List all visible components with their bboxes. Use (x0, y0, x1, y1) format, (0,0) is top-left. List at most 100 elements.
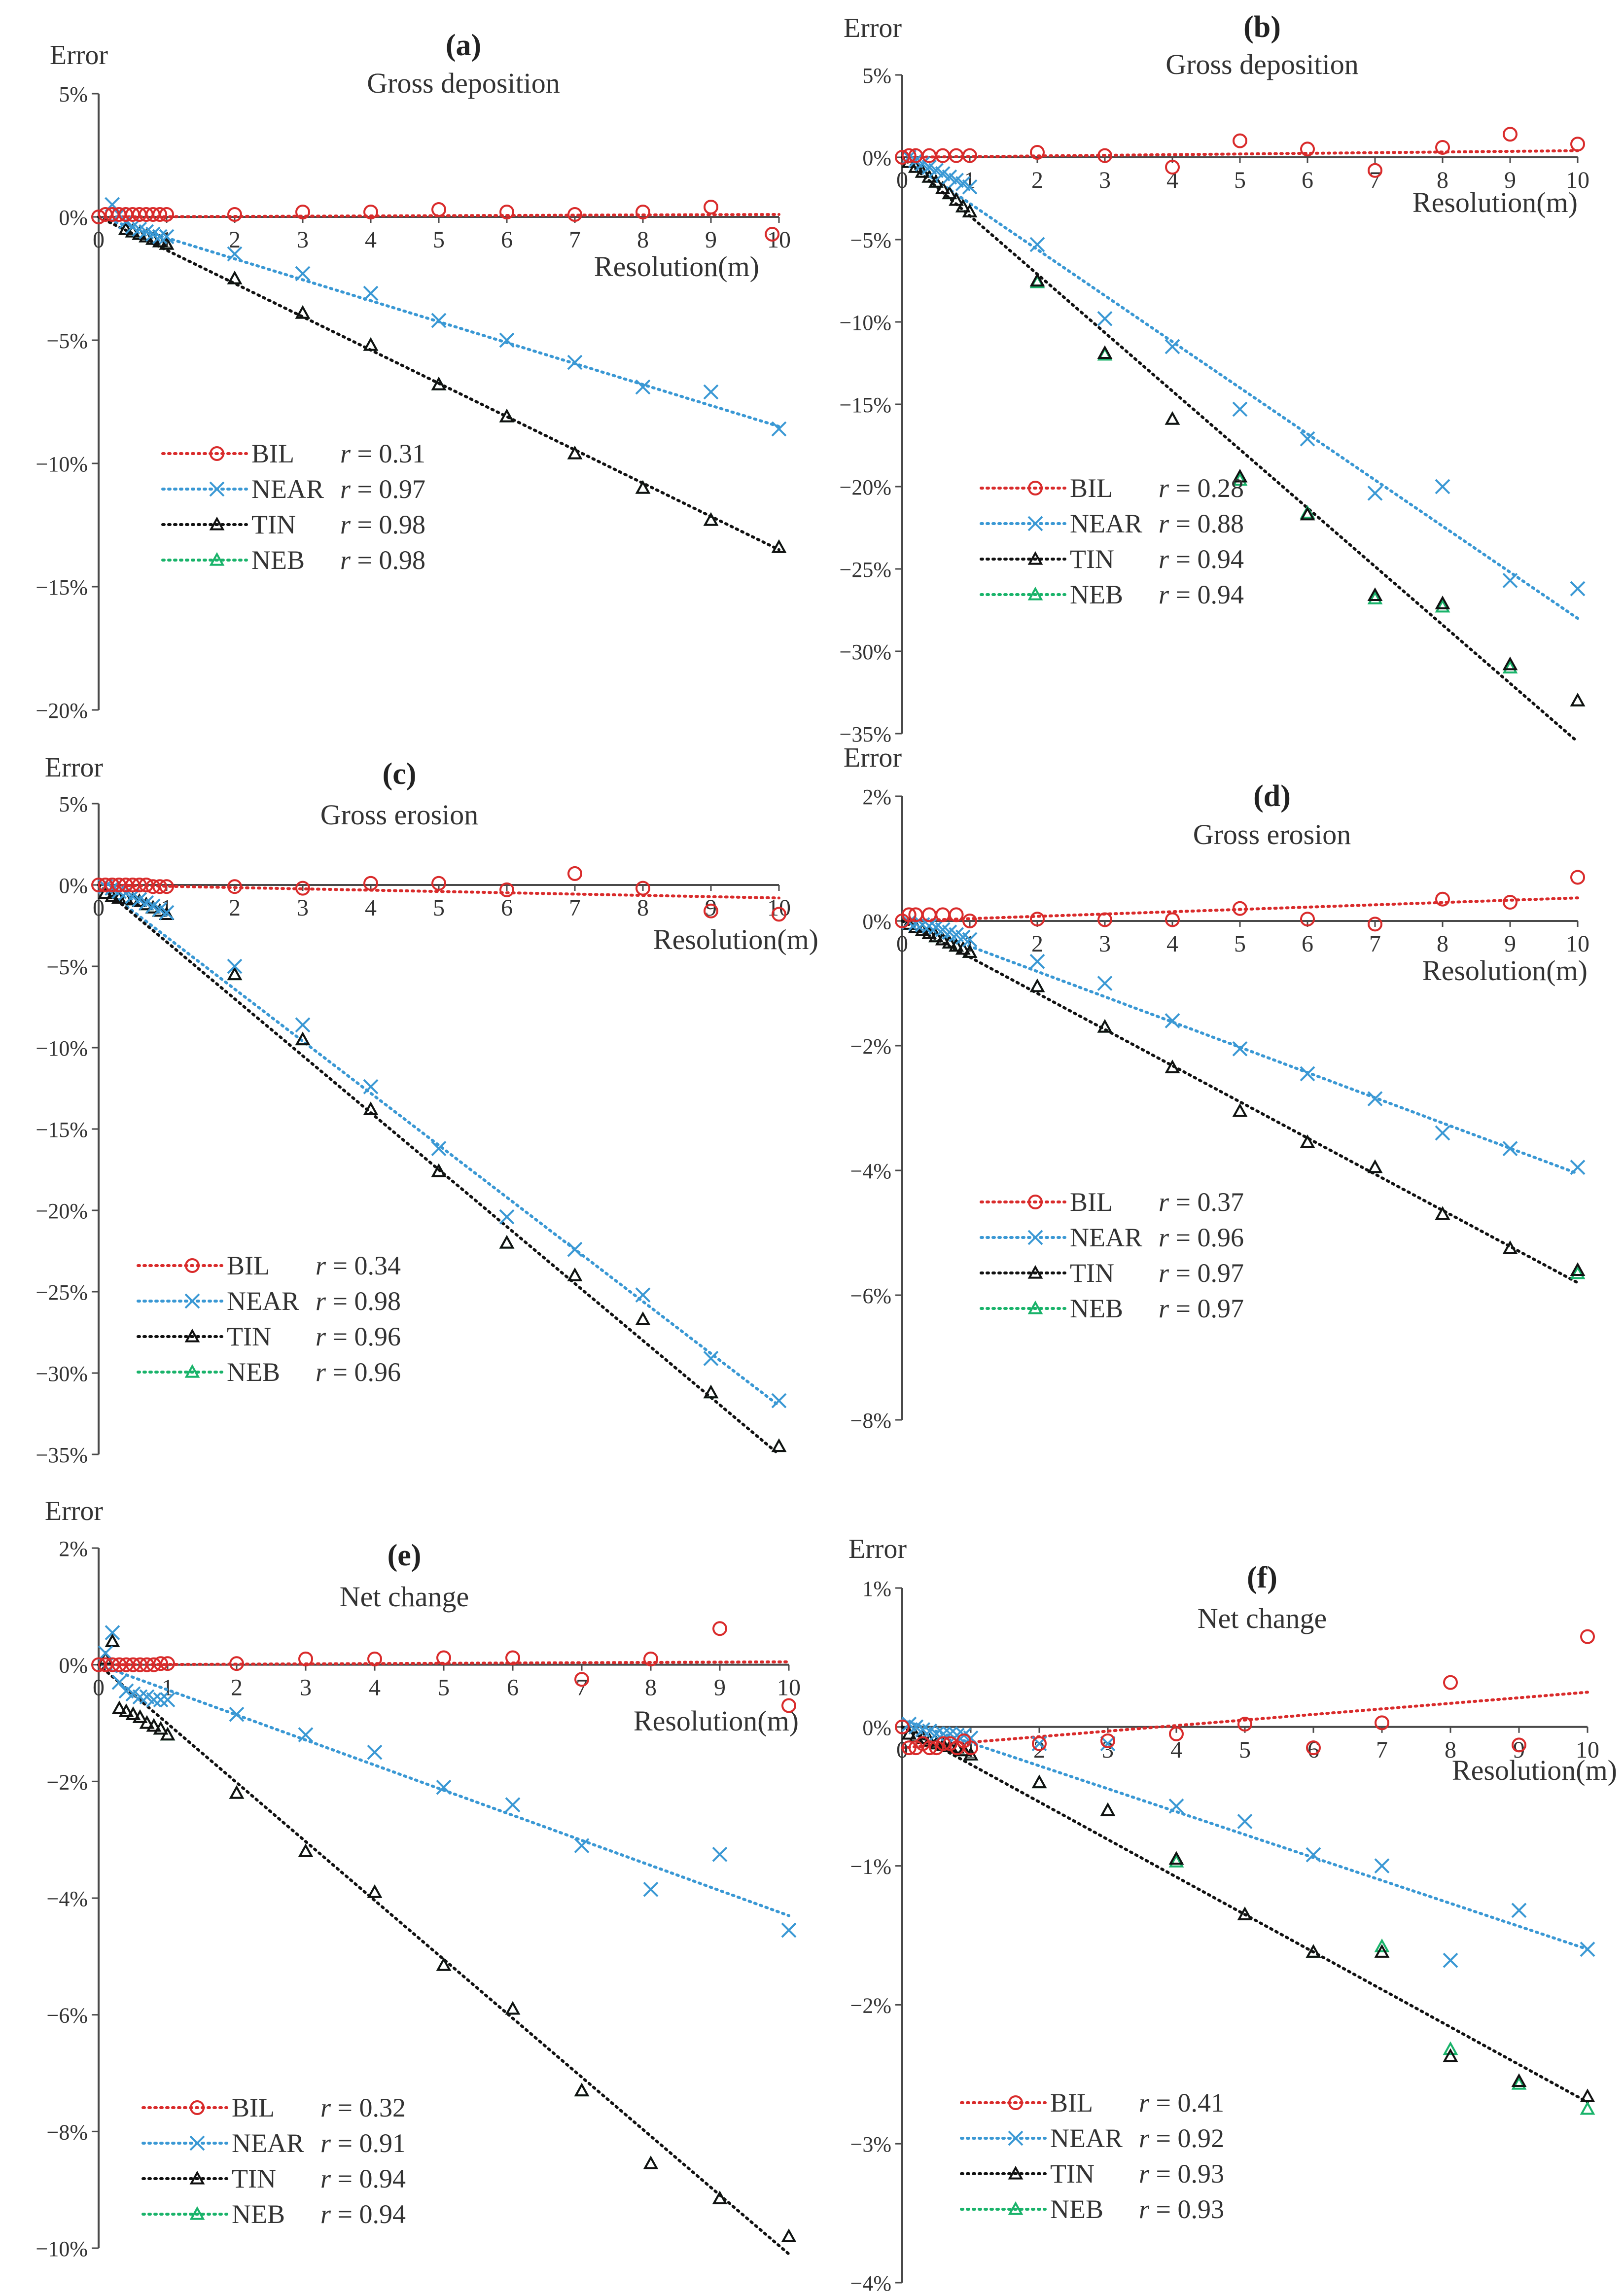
legend-marker-tin (189, 2170, 205, 2185)
x-tick-label: 5 (1234, 931, 1246, 957)
point-tin (1100, 1802, 1116, 1816)
x-tick-label: 5 (1234, 167, 1246, 193)
point-tin (1097, 345, 1113, 359)
point-near (1570, 1160, 1586, 1175)
legend-label-bil: BIL (227, 1251, 270, 1280)
legend-r-value: r = 0.92 (1139, 2123, 1224, 2153)
y-tick-label: −6% (47, 2004, 88, 2028)
y-axis-label: Error (844, 742, 902, 773)
legend-marker-near (1008, 2130, 1024, 2146)
point-tin (229, 1785, 245, 1799)
y-tick-label: −2% (850, 1034, 891, 1059)
point-tin (1237, 1907, 1253, 1920)
r-value: = 0.34 (326, 1251, 401, 1280)
legend-label-neb: NEB (232, 2199, 285, 2229)
point-bil (1375, 1715, 1389, 1730)
point-bil (1435, 891, 1450, 907)
legend-marker-neb (184, 1364, 200, 1378)
point-near (1300, 1066, 1315, 1082)
r-symbol: r (340, 474, 351, 504)
point-tin (118, 1703, 134, 1717)
point-tin (227, 270, 243, 284)
x-tick-label: 5 (438, 1675, 450, 1701)
x-tick-label: 7 (1376, 1737, 1388, 1763)
legend-r-value: r = 0.94 (320, 2199, 406, 2229)
point-near (567, 1241, 583, 1257)
x-tick-label: 7 (1369, 167, 1381, 193)
x-tick-label: 10 (1576, 1737, 1599, 1763)
point-tin (1029, 978, 1045, 992)
point-near (712, 1846, 728, 1862)
y-tick-label: −10% (36, 1036, 88, 1060)
point-near (643, 1881, 659, 1897)
y-tick-label: −15% (36, 575, 88, 600)
point-near (1168, 1799, 1184, 1814)
point-near (1097, 976, 1113, 991)
point-bil (431, 876, 446, 891)
point-bil (363, 876, 378, 891)
x-tick-label: 9 (1504, 931, 1516, 957)
legend-marker-bil (210, 446, 224, 461)
point-tin (942, 185, 957, 200)
legend-r-value: r = 0.94 (1159, 544, 1244, 574)
point-tin (635, 1311, 651, 1325)
point-bil (567, 866, 582, 881)
point-tin (159, 236, 175, 250)
point-tin (295, 305, 311, 319)
trendline-bil (901, 149, 1579, 159)
point-tin (956, 1742, 972, 1757)
point-tin (949, 938, 964, 952)
point-tin (367, 1884, 383, 1898)
point-bil (159, 207, 174, 222)
point-tin (901, 916, 917, 930)
point-tin (574, 2083, 590, 2097)
y-tick-label: −15% (36, 1118, 88, 1142)
r-value: = 0.98 (351, 545, 425, 575)
y-tick-label: −5% (47, 329, 88, 353)
r-value: = 0.98 (351, 510, 425, 539)
point-bil (704, 903, 718, 918)
point-bil (1030, 144, 1045, 160)
point-neb (1435, 599, 1450, 613)
point-bil (895, 1719, 910, 1734)
legend-marker-tin (209, 516, 225, 530)
point-tin (105, 1633, 120, 1647)
r-symbol: r (1159, 473, 1169, 503)
point-tin (1300, 1134, 1315, 1148)
x-tick-label: 8 (637, 895, 649, 921)
point-tin (712, 2190, 728, 2205)
y-tick-label: 1% (862, 1577, 891, 1601)
point-near (1097, 311, 1113, 326)
legend-r-value: r = 0.98 (340, 510, 425, 539)
legend-label-tin: TIN (251, 510, 296, 539)
point-tin (962, 204, 978, 217)
y-tick-label: −20% (36, 1199, 88, 1223)
y-tick-label: −30% (840, 640, 891, 664)
x-tick-label: 3 (1099, 931, 1111, 957)
r-symbol: r (1159, 580, 1169, 609)
x-tick-label: 6 (501, 227, 513, 253)
legend-marker-bil (190, 2100, 205, 2115)
x-tick-label: 9 (705, 227, 717, 253)
point-bil (949, 907, 964, 922)
legend-r-value: r = 0.98 (316, 1286, 401, 1316)
point-bil (152, 879, 168, 894)
point-bil (1100, 1733, 1115, 1748)
legend-marker-neb (209, 552, 225, 566)
point-near (1029, 953, 1045, 969)
point-near (363, 1079, 379, 1095)
r-symbol: r (316, 1322, 326, 1351)
x-tick-label: 4 (365, 895, 377, 921)
point-bil (227, 879, 242, 894)
legend-label-near: NEAR (1070, 509, 1142, 538)
point-tin (1435, 596, 1450, 609)
panel-label: (d) (1253, 779, 1291, 813)
point-bil (963, 1740, 978, 1756)
point-near (1374, 1858, 1390, 1874)
point-tin (1300, 506, 1315, 521)
x-tick-label: 4 (365, 227, 377, 253)
r-value: = 0.93 (1149, 2159, 1224, 2189)
legend-r-value: r = 0.97 (1159, 1258, 1244, 1288)
x-tick-label: 5 (433, 895, 445, 921)
x-tick-label: 2 (231, 1675, 243, 1701)
